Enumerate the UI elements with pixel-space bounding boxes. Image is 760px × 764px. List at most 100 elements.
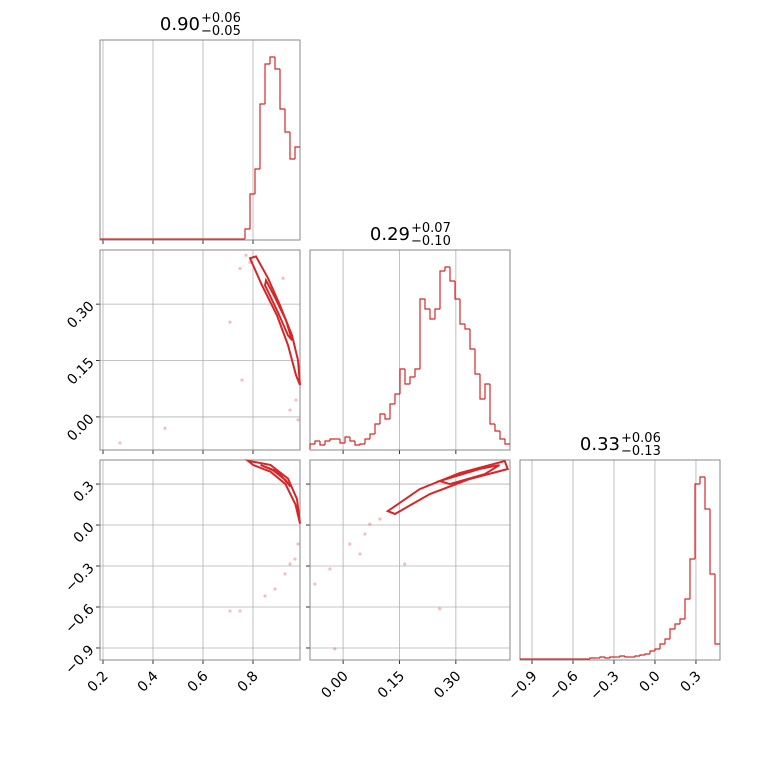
histogram-step	[479, 374, 485, 400]
x-tick-label: −0.6	[546, 668, 581, 703]
histogram-step	[494, 424, 500, 432]
contour	[436, 464, 500, 486]
x-tick-label: 0.2	[85, 668, 112, 695]
sample-point	[228, 609, 232, 613]
sample-point	[296, 542, 300, 546]
sample-point	[363, 532, 367, 536]
y-tick-label: −0.6	[62, 601, 97, 636]
sample-point	[240, 378, 244, 382]
histogram-step	[654, 648, 660, 651]
histogram-step	[454, 281, 460, 300]
sample-point	[273, 587, 277, 591]
histogram-step	[329, 438, 335, 441]
histogram-step	[294, 146, 300, 159]
histogram-step	[419, 298, 425, 369]
histogram-step	[274, 57, 280, 70]
y-tick-label: 0.15	[64, 355, 97, 388]
sample-point	[228, 320, 232, 324]
sample-point	[348, 542, 352, 546]
histogram-step	[404, 369, 410, 385]
histogram-step	[474, 349, 480, 375]
y-tick-label: 0.0	[71, 519, 98, 546]
title-upper: +0.06	[621, 431, 661, 446]
histogram-step	[489, 384, 495, 425]
histogram-step	[619, 655, 625, 657]
histogram-step	[709, 509, 715, 575]
title-lower: −0.05	[201, 24, 241, 39]
histogram-step	[659, 643, 665, 649]
histogram-step	[284, 109, 290, 133]
histogram-step	[314, 440, 320, 444]
histogram-step	[339, 439, 345, 444]
histogram-step	[449, 267, 455, 282]
histogram-step	[309, 443, 315, 449]
histogram-step	[409, 376, 415, 384]
histogram-step	[324, 440, 330, 445]
histogram-step	[589, 657, 595, 659]
contour	[260, 463, 292, 488]
x-tick-label: −0.3	[587, 668, 622, 703]
contour	[385, 459, 510, 516]
sample-point	[288, 562, 292, 566]
histogram-step	[639, 654, 645, 656]
sample-point	[296, 418, 300, 422]
sample-point	[238, 266, 242, 271]
sample-point	[333, 647, 337, 651]
histogram-step	[699, 476, 705, 484]
histogram-step	[394, 393, 400, 404]
contour	[263, 277, 293, 341]
histogram-step	[249, 193, 255, 229]
panel-frame	[309, 459, 511, 661]
histogram-step	[254, 168, 260, 194]
title-value: 0.90	[160, 14, 200, 35]
histogram-step	[269, 56, 275, 64]
sample-point	[263, 594, 267, 598]
histogram-step	[604, 657, 610, 659]
x-tick-label: 0.6	[185, 668, 212, 695]
histogram-step	[609, 656, 615, 658]
histogram-step	[359, 443, 365, 445]
histogram-step	[679, 618, 685, 624]
histogram-step	[459, 299, 465, 325]
histogram-step	[354, 441, 360, 446]
histogram-step	[504, 439, 510, 445]
sample-point	[358, 552, 362, 556]
histogram-step	[319, 441, 325, 446]
histogram-step	[399, 368, 405, 394]
histogram-step	[384, 414, 390, 420]
histogram-step	[389, 403, 395, 419]
panel-frame	[519, 459, 721, 661]
sample-point	[283, 572, 287, 576]
panel-frame	[99, 459, 301, 661]
sample-point	[403, 562, 407, 566]
sample-point	[288, 408, 292, 412]
histogram-step	[259, 103, 265, 169]
x-tick-label: −0.9	[505, 668, 540, 703]
histogram-step	[599, 656, 605, 658]
sample-point	[244, 253, 248, 257]
sample-point	[368, 522, 372, 526]
x-tick-label: 0.8	[235, 668, 262, 695]
sample-point	[328, 567, 332, 571]
x-tick-label: 0.0	[637, 668, 664, 695]
title-upper: +0.06	[201, 11, 241, 26]
histogram-step	[484, 383, 490, 399]
histogram-step	[439, 270, 445, 309]
panel-frame	[99, 39, 301, 241]
histogram-step	[674, 623, 680, 629]
histogram-step	[424, 299, 430, 310]
sample-point	[438, 607, 442, 611]
histogram-step	[469, 329, 475, 350]
x-tick-label: 0.15	[375, 668, 408, 701]
histogram-step	[344, 436, 350, 443]
histogram-step	[689, 558, 695, 599]
histogram-step	[379, 413, 385, 424]
y-tick-label: 0.00	[64, 411, 97, 444]
histogram-step	[289, 132, 295, 160]
sample-point	[313, 582, 317, 586]
histogram-step	[669, 628, 675, 639]
histogram-step	[714, 574, 720, 645]
title-lower: −0.13	[621, 444, 661, 459]
histogram-step	[364, 438, 370, 444]
histogram-step	[644, 653, 650, 655]
